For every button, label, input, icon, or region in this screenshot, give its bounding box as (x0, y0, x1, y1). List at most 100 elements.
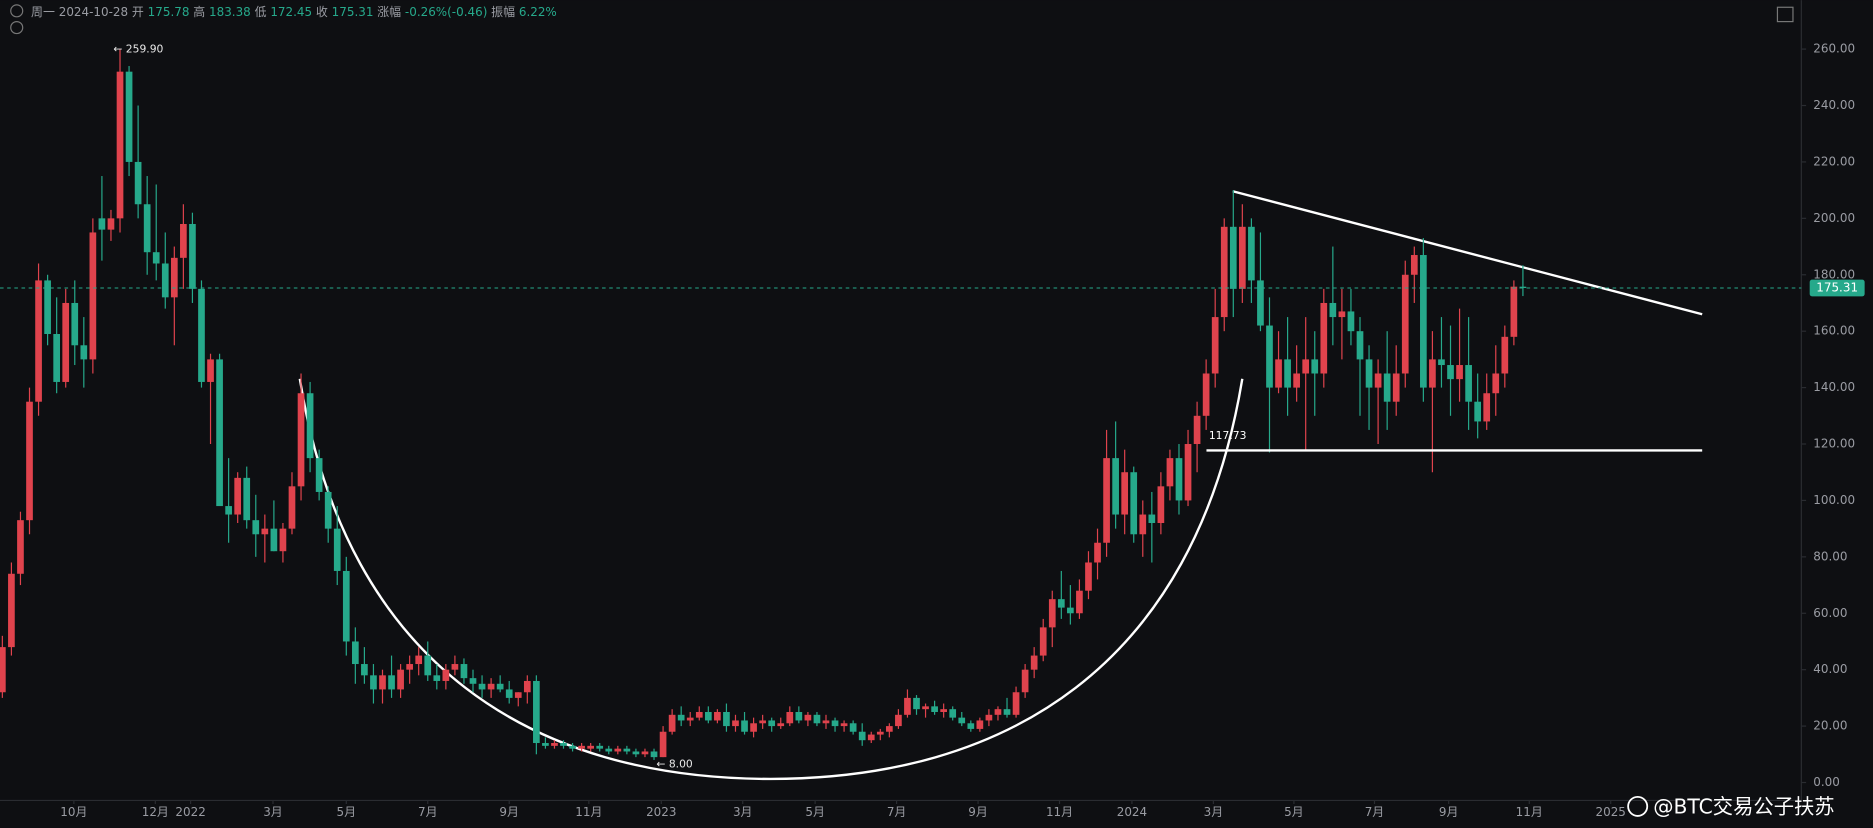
candle-body (1157, 486, 1165, 523)
x-tick-label: 5月 (805, 805, 825, 819)
x-tick-label: 9月 (1439, 805, 1459, 819)
candle-body (505, 689, 513, 698)
candle-body (1320, 302, 1328, 374)
candle-body (704, 711, 712, 721)
candle-body (180, 223, 187, 258)
candle-body (207, 359, 214, 382)
candle-body (26, 401, 33, 521)
candle-body (605, 748, 613, 752)
candle-body (1103, 458, 1110, 543)
field-label: 开 (132, 5, 144, 19)
candle-body (89, 232, 97, 360)
field-label: 高 (193, 4, 205, 19)
y-tick-label: 260.00 (1813, 42, 1855, 56)
x-tick-label: 11月 (1516, 805, 1543, 819)
candle-body (1112, 458, 1119, 515)
candle-body (1202, 373, 1210, 416)
x-tick-label: 2023 (646, 805, 676, 819)
field-label: 涨幅 (377, 4, 401, 19)
candle-body (723, 711, 730, 727)
candle-body (252, 520, 260, 535)
y-tick-label: 40.00 (1813, 662, 1847, 676)
candle-body (551, 743, 558, 746)
screenshot-icon[interactable] (1776, 6, 1794, 23)
candle-body (1148, 514, 1156, 523)
candle-body (967, 723, 975, 729)
candle-body (560, 743, 567, 746)
candle-body (840, 723, 848, 727)
candle-body (1275, 359, 1282, 388)
x-tick-label: 5月 (1284, 805, 1304, 819)
candle-body (994, 709, 1002, 715)
y-tick-label: 20.00 (1813, 719, 1847, 733)
candle-body (1121, 472, 1129, 515)
field-value: 6.22% (519, 5, 557, 19)
candle-body (0, 647, 6, 693)
y-tick-label: 80.00 (1813, 549, 1847, 563)
candle-body (388, 675, 395, 690)
candle-body (1175, 458, 1183, 501)
candle-body (35, 280, 42, 402)
candle-body (98, 218, 106, 230)
price-annotation: ← 259.90 (113, 42, 163, 55)
candle-body (1329, 302, 1337, 318)
candle-body (469, 678, 477, 684)
candle-body (53, 334, 61, 382)
candle-body (1266, 325, 1273, 388)
last-price-tag (1809, 279, 1865, 297)
candle-body (297, 393, 305, 487)
y-tick-label: 220.00 (1813, 154, 1855, 168)
candle-body (695, 711, 703, 718)
candle-body (1184, 444, 1192, 501)
field-label: 振幅 (491, 4, 515, 19)
candle-body (1076, 590, 1083, 614)
candle-body (243, 477, 251, 521)
candle-body (895, 714, 902, 727)
candle-body (107, 218, 115, 230)
x-tick-label: 11月 (1046, 805, 1073, 819)
field-value: -0.26%(-0.46) (405, 5, 487, 19)
candle-body (1039, 627, 1047, 656)
candle-body (143, 204, 151, 253)
candle-body (460, 664, 468, 679)
candle-body (478, 683, 486, 690)
candle-body (786, 711, 794, 724)
candle-body (1220, 226, 1228, 318)
candle-body (614, 748, 622, 752)
candle-body (668, 714, 676, 732)
candle-body (958, 717, 966, 724)
candle-body (578, 745, 585, 749)
candle-body (1483, 393, 1491, 422)
candle-body (1356, 331, 1364, 360)
trend-line (1232, 190, 1703, 316)
x-tick-label: 7月 (418, 805, 438, 819)
candle-body (1383, 373, 1391, 402)
candle-body (641, 751, 649, 755)
candle-body (397, 669, 404, 690)
candle-body (1465, 365, 1472, 402)
x-tick-label: 10月 (60, 805, 87, 819)
expand-icon[interactable] (10, 21, 24, 35)
candle-body (1166, 458, 1174, 487)
candle-body (17, 520, 24, 574)
candle-body (659, 731, 667, 758)
candle-body (8, 573, 15, 648)
candle-body (1094, 542, 1101, 563)
x-tick-label: 5月 (337, 805, 357, 819)
candle-body (315, 458, 323, 492)
candle-body (1410, 255, 1418, 275)
candle-body (1012, 692, 1020, 715)
candle-body (1085, 562, 1092, 591)
candle-body (867, 734, 875, 741)
candle-body (1474, 401, 1482, 422)
collapse-icon[interactable] (10, 4, 24, 18)
candle-body (198, 288, 205, 382)
candle-body (279, 528, 287, 552)
candle-body (1302, 359, 1310, 374)
field-value: 183.38 (209, 5, 251, 19)
candle-body (415, 655, 423, 665)
x-tick-label: 2024 (1117, 805, 1147, 819)
candle-body (1248, 226, 1255, 281)
candle-body (1048, 599, 1056, 628)
